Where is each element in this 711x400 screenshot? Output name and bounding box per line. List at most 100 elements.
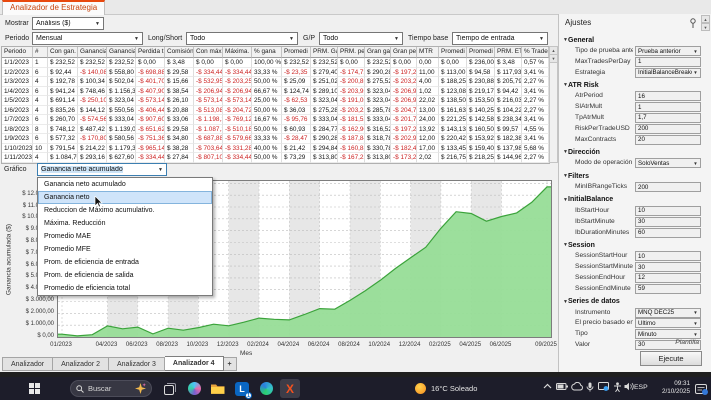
add-tab-button[interactable]: + <box>223 357 237 371</box>
column-header[interactable]: Ganancia <box>107 47 136 58</box>
setting-input[interactable]: 10 <box>635 251 701 262</box>
table-row[interactable]: 1/7/2023 6 $ 260,70 -$ 574,56 $ 333,04 -$ 907… <box>2 115 549 125</box>
column-header[interactable]: % gana <box>252 47 282 58</box>
setting-input[interactable]: 16 <box>635 91 701 102</box>
setting-input[interactable]: 30 <box>635 339 701 350</box>
analyzer-tab[interactable]: Analizador 2 <box>53 357 109 371</box>
menu-item[interactable]: Reduccion de Máximo acumulativo. <box>44 207 155 214</box>
menu-item[interactable]: Ganancia neto acumulado <box>44 181 126 188</box>
setting-select[interactable]: Prueba anterior ▼ <box>635 46 701 56</box>
periodo-select[interactable]: Mensual ▼ <box>32 32 143 45</box>
menu-item[interactable]: Prom. de eficiencia de salida <box>44 272 134 279</box>
table-scrollbar[interactable]: ▲ ▼ <box>549 46 558 163</box>
chevron-up-icon[interactable] <box>543 382 552 391</box>
trading-app-button[interactable]: X <box>280 379 300 398</box>
table-row[interactable]: 1/11/2023 4 $ 1.084,70 $ 293,16 $ 627,60 -$ 3… <box>2 153 549 163</box>
setting-input[interactable]: 1 <box>635 56 701 67</box>
column-header[interactable]: Promedi <box>467 47 495 58</box>
table-row[interactable]: 1/5/2023 4 $ 691,14 -$ 250,10 $ 323,04 -$ 573… <box>2 96 549 106</box>
gp-select[interactable]: Todo ▼ <box>319 32 403 45</box>
tiempobase-select[interactable]: Tiempo de entrada ▼ <box>452 32 548 45</box>
setting-input[interactable]: 59 <box>635 283 701 294</box>
linkedin-button[interactable]: L 1 <box>232 379 252 399</box>
keyboard-language[interactable]: ESP <box>634 384 648 391</box>
pin-icon[interactable] <box>689 18 697 28</box>
analyzer-tab[interactable]: Analizador <box>2 357 54 371</box>
setting-select[interactable]: MNQ DEC25 ▼ <box>635 307 701 318</box>
analyzer-tab[interactable]: Analizador 3 <box>109 357 165 371</box>
chart-plot-area[interactable] <box>57 180 552 338</box>
menu-item[interactable]: Máxima. Reducción <box>44 220 106 227</box>
start-button[interactable] <box>24 379 44 398</box>
column-header[interactable]: % Trade <box>522 47 549 58</box>
section-header[interactable]: ▼ InitialBalance <box>563 196 614 204</box>
table-row[interactable]: 1/3/2023 4 $ 192,78 $ 100,34 $ 502,04 -$ 401,… <box>2 77 549 87</box>
notification-button[interactable] <box>695 382 708 395</box>
column-header[interactable]: Perdida t <box>136 47 165 58</box>
speaker-icon[interactable] <box>624 382 634 391</box>
column-header[interactable]: Máxima. <box>223 47 252 58</box>
column-header[interactable]: Promedi <box>282 47 311 58</box>
menu-item[interactable]: Prom. de eficiencia de entrada <box>44 259 139 266</box>
taskbar-clock[interactable]: 09:31 2/10/2025 <box>652 380 690 396</box>
section-header[interactable]: ▼ Filters <box>563 172 590 180</box>
setting-select[interactable]: InitialBalanceBreakou ▼ <box>635 67 701 78</box>
table-row[interactable]: 1/2/2023 6 $ 92,44 -$ 140,08 $ 558,80 -$ 698,… <box>2 67 549 77</box>
setting-input[interactable]: 12 <box>635 272 701 283</box>
column-header[interactable]: MTR <box>417 47 439 58</box>
scroll-up-icon[interactable]: ▲ <box>550 47 557 55</box>
plantilla-link[interactable]: Plantilla <box>675 339 699 346</box>
column-header[interactable]: Ganancia <box>78 47 107 58</box>
analysis-table[interactable]: Periodo # Con gan. Ganancia Ganancia Perdida … <box>1 46 550 164</box>
setting-input[interactable]: 60 <box>635 227 701 238</box>
setting-input[interactable]: 200 <box>635 123 701 134</box>
setting-input[interactable]: 10 <box>635 205 701 216</box>
menu-item[interactable]: Promedio de eficiencia total <box>44 285 130 292</box>
column-header[interactable]: Gran per <box>391 47 417 58</box>
scroll-down-icon[interactable]: ▼ <box>550 55 557 63</box>
column-header[interactable]: # <box>33 47 48 58</box>
table-row[interactable]: 1/9/2023 6 $ 577,32 -$ 170,80 $ 580,56 -$ 751… <box>2 134 549 144</box>
setting-input[interactable]: 20 <box>635 134 701 145</box>
column-header[interactable]: Comisión <box>165 47 194 58</box>
menu-item[interactable]: Promedio MFE <box>44 246 91 253</box>
column-header[interactable]: PRM. per <box>338 47 365 58</box>
menu-item[interactable]: Promedio MAE <box>44 233 92 240</box>
file-explorer-button[interactable] <box>208 379 228 398</box>
column-header[interactable]: Periodo <box>2 47 33 58</box>
scroll-down-icon[interactable]: ▼ <box>701 23 710 31</box>
column-header[interactable]: Promedi <box>439 47 467 58</box>
ejecute-button[interactable]: Ejecute <box>640 351 702 366</box>
sidebar-scrollbar[interactable]: ▲ ▼ <box>701 15 710 31</box>
column-header[interactable]: Gran gar <box>365 47 391 58</box>
setting-input[interactable]: 30 <box>635 216 701 227</box>
column-header[interactable]: PRM. Ga <box>311 47 338 58</box>
section-header[interactable]: ▼ Session <box>563 241 595 249</box>
longshort-select[interactable]: Todo ▼ <box>186 32 298 45</box>
setting-select[interactable]: Último ▼ <box>635 318 701 329</box>
mostrar-select[interactable]: Análisis ($) ▼ <box>32 17 104 30</box>
table-row[interactable]: 1/1/2023 1 $ 232,52 $ 232,52 $ 232,52 $ 0,00 $… <box>2 58 549 68</box>
cloud-icon[interactable] <box>571 382 583 391</box>
setting-input[interactable]: 1,7 <box>635 112 701 123</box>
section-header[interactable]: ▼ Series de datos <box>563 298 620 306</box>
microphone-icon[interactable] <box>586 382 594 392</box>
section-header[interactable]: ▼ Dirección <box>563 148 600 156</box>
column-header[interactable]: Con máx <box>194 47 223 58</box>
window-title-tab[interactable]: Analizador de Estrategia <box>2 0 106 15</box>
column-header[interactable]: PRM. ETL <box>495 47 522 58</box>
section-header[interactable]: ▼ ATR Risk <box>563 81 599 89</box>
table-row[interactable]: 1/6/2023 4 $ 835,26 $ 144,12 $ 550,56 -$ 406,… <box>2 105 549 115</box>
search-input[interactable]: Buscar <box>70 380 152 397</box>
menu-item[interactable]: Ganancia neto <box>38 191 212 204</box>
setting-input[interactable]: 200 <box>635 182 701 193</box>
accessibility-icon[interactable] <box>613 382 622 392</box>
analyzer-tab[interactable]: Analizador 4 <box>164 356 224 371</box>
setting-select[interactable]: SoloVentas ▼ <box>635 158 701 169</box>
weather-widget[interactable]: 16°C Soleado <box>415 380 477 397</box>
setting-select[interactable]: Minuto ▼ <box>635 329 701 340</box>
column-header[interactable]: Con gan. <box>48 47 78 58</box>
